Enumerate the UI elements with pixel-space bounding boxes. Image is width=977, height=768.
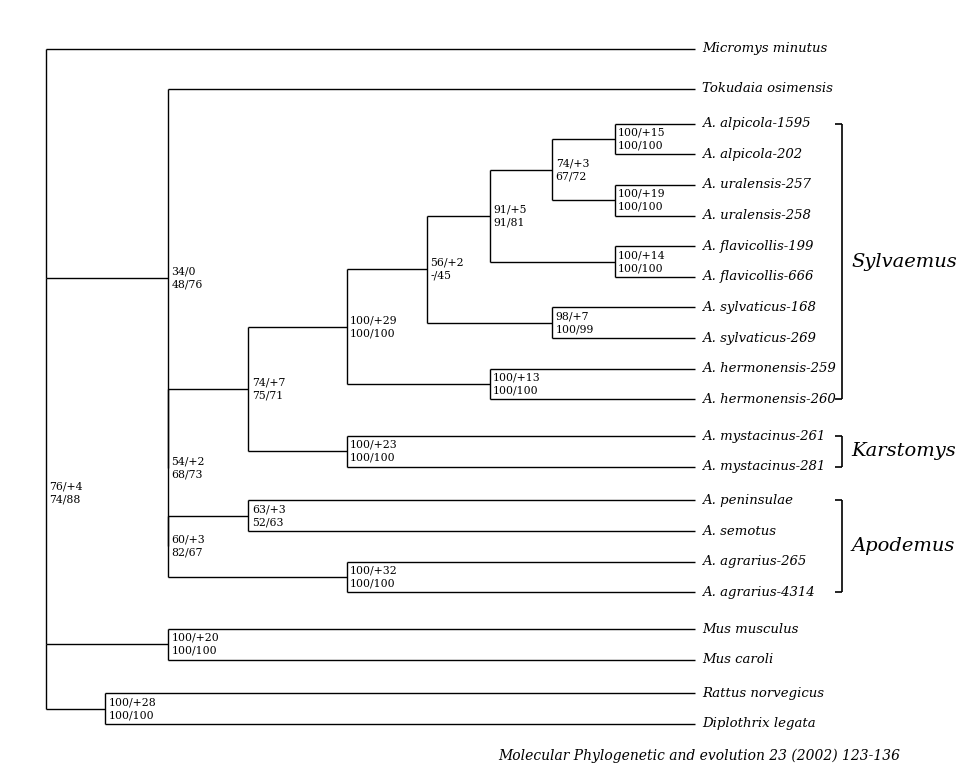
Text: 76/+4: 76/+4 (49, 482, 83, 492)
Text: 91/81: 91/81 (493, 217, 525, 227)
Text: Diplothrix legata: Diplothrix legata (702, 717, 816, 730)
Text: 74/+7: 74/+7 (252, 378, 285, 388)
Text: 100/100: 100/100 (618, 263, 663, 273)
Text: 100/+23: 100/+23 (350, 440, 398, 450)
Text: A. agrarius-265: A. agrarius-265 (702, 555, 806, 568)
Text: 100/+20: 100/+20 (172, 633, 219, 643)
Text: A. sylvaticus-269: A. sylvaticus-269 (702, 332, 816, 345)
Text: 100/100: 100/100 (618, 141, 663, 151)
Text: Molecular Phylogenetic and evolution 23 (2002) 123-136: Molecular Phylogenetic and evolution 23 … (498, 749, 901, 763)
Text: A. mystacinus-261: A. mystacinus-261 (702, 429, 826, 442)
Text: 100/100: 100/100 (172, 646, 217, 656)
Text: A. semotus: A. semotus (702, 525, 776, 538)
Text: A. flavicollis-199: A. flavicollis-199 (702, 240, 814, 253)
Text: A. alpicola-202: A. alpicola-202 (702, 148, 802, 161)
Text: Karstomys: Karstomys (851, 442, 956, 461)
Text: Apodemus: Apodemus (851, 538, 955, 555)
Text: 52/63: 52/63 (252, 518, 283, 528)
Text: 100/+15: 100/+15 (618, 127, 665, 137)
Text: 98/+7: 98/+7 (556, 311, 589, 321)
Text: 74/+3: 74/+3 (556, 158, 589, 168)
Text: 54/+2: 54/+2 (172, 456, 205, 466)
Text: 68/73: 68/73 (172, 469, 203, 479)
Text: A. mystacinus-281: A. mystacinus-281 (702, 460, 826, 473)
Text: 100/100: 100/100 (109, 710, 154, 720)
Text: A. uralensis-257: A. uralensis-257 (702, 178, 811, 191)
Text: A. hermonensis-260: A. hermonensis-260 (702, 393, 836, 406)
Text: 74/88: 74/88 (49, 495, 80, 505)
Text: A. alpicola-1595: A. alpicola-1595 (702, 118, 811, 131)
Text: 100/100: 100/100 (493, 386, 538, 396)
Text: 60/+3: 60/+3 (172, 535, 205, 545)
Text: Micromys minutus: Micromys minutus (702, 42, 828, 55)
Text: Sylvaemus: Sylvaemus (851, 253, 957, 270)
Text: 67/72: 67/72 (556, 171, 587, 181)
Text: 82/67: 82/67 (172, 548, 203, 558)
Text: 100/100: 100/100 (618, 202, 663, 212)
Text: A. agrarius-4314: A. agrarius-4314 (702, 586, 815, 599)
Text: 100/100: 100/100 (350, 578, 396, 588)
Text: 100/+28: 100/+28 (109, 697, 157, 707)
Text: A. hermonensis-259: A. hermonensis-259 (702, 362, 836, 376)
Text: Rattus norvegicus: Rattus norvegicus (702, 687, 825, 700)
Text: 75/71: 75/71 (252, 391, 283, 401)
Text: 100/+29: 100/+29 (350, 315, 398, 325)
Text: 100/+14: 100/+14 (618, 250, 665, 260)
Text: A. peninsulae: A. peninsulae (702, 494, 793, 507)
Text: 100/+13: 100/+13 (493, 372, 541, 382)
Text: A. flavicollis-666: A. flavicollis-666 (702, 270, 814, 283)
Text: 100/100: 100/100 (350, 328, 396, 338)
Text: Mus musculus: Mus musculus (702, 623, 798, 636)
Text: 34/0: 34/0 (172, 266, 196, 276)
Text: A. uralensis-258: A. uralensis-258 (702, 209, 811, 222)
Text: 63/+3: 63/+3 (252, 505, 285, 515)
Text: -/45: -/45 (431, 271, 451, 281)
Text: 91/+5: 91/+5 (493, 204, 527, 214)
Text: A. sylvaticus-168: A. sylvaticus-168 (702, 301, 816, 314)
Text: 100/100: 100/100 (350, 453, 396, 463)
Text: Mus caroli: Mus caroli (702, 653, 774, 666)
Text: 48/76: 48/76 (172, 280, 203, 290)
Text: 100/99: 100/99 (556, 324, 594, 334)
Text: Tokudaia osimensis: Tokudaia osimensis (702, 82, 833, 95)
Text: 56/+2: 56/+2 (431, 258, 464, 268)
Text: 100/+19: 100/+19 (618, 189, 665, 199)
Text: 100/+32: 100/+32 (350, 565, 398, 575)
